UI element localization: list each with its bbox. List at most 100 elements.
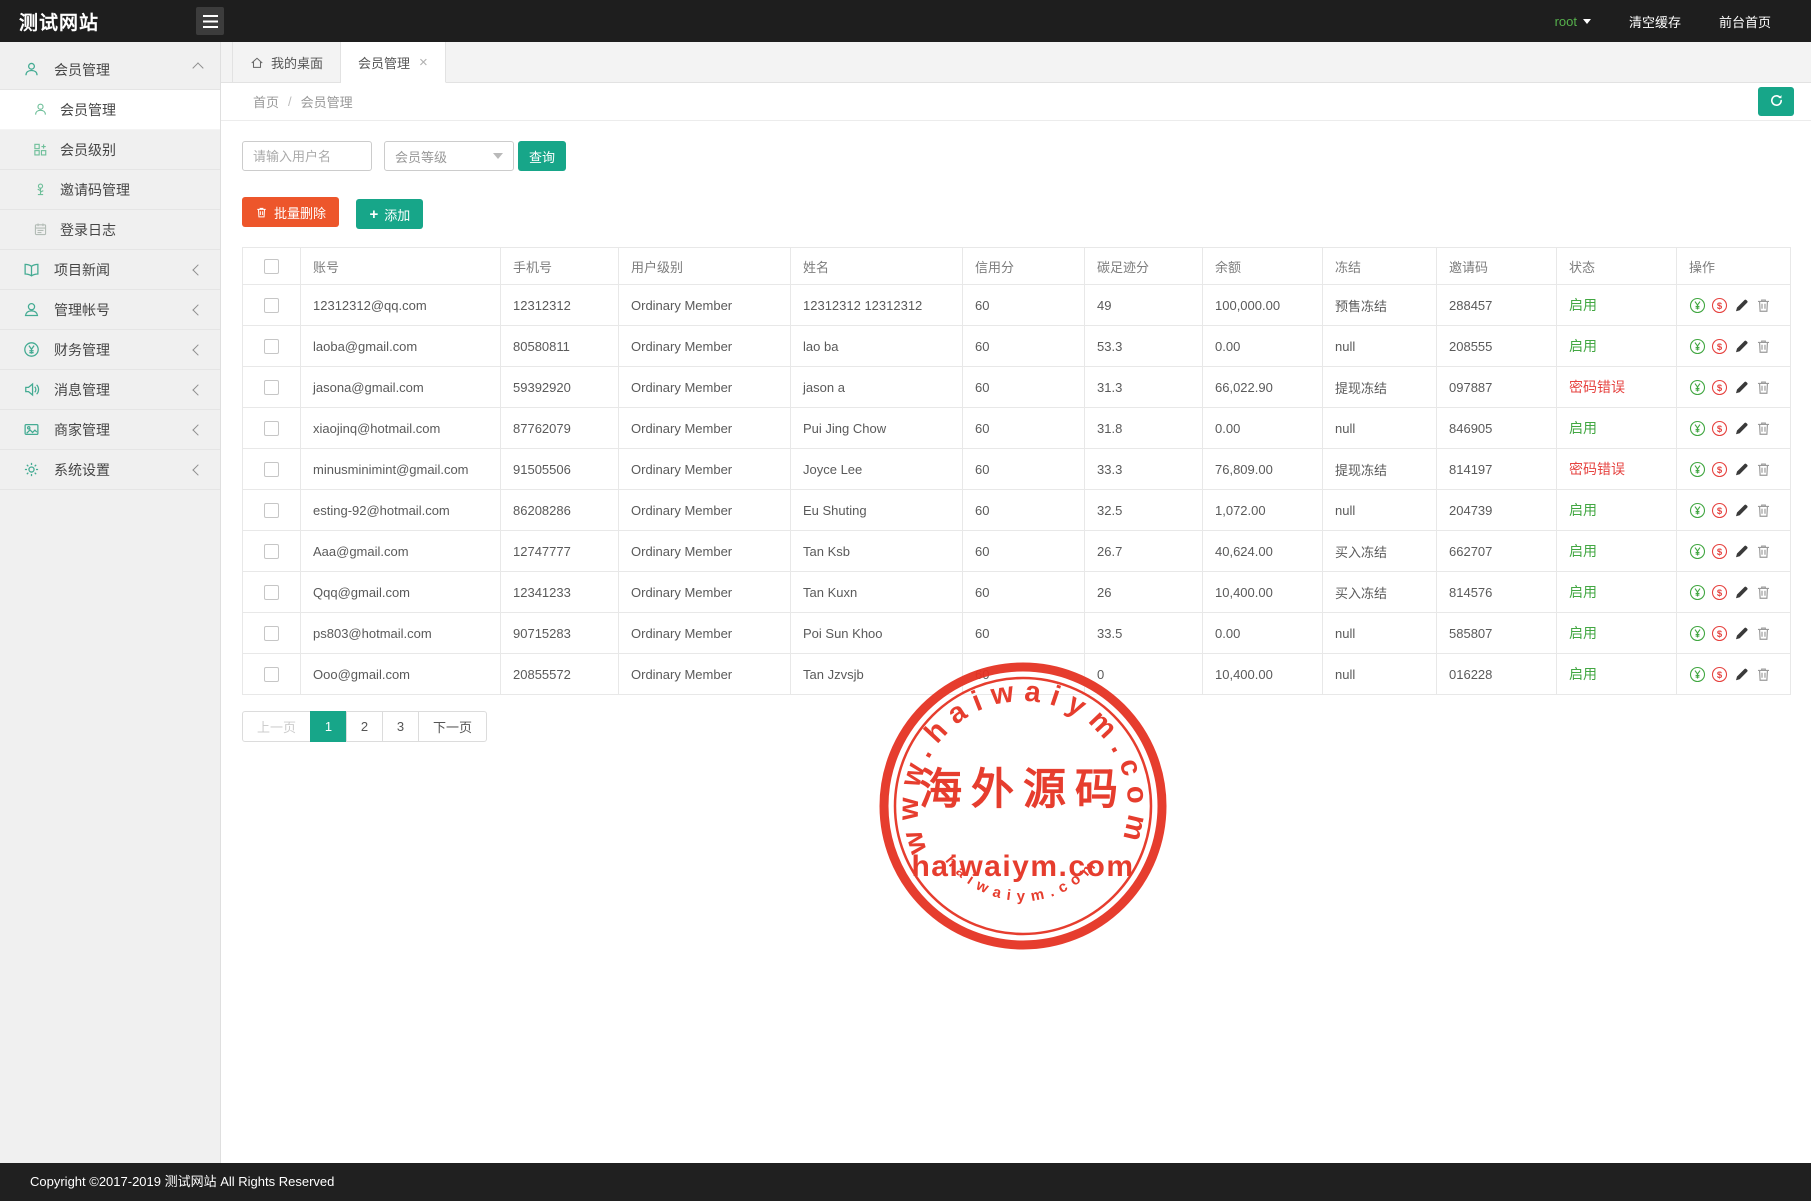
- username-label: root: [1554, 13, 1577, 29]
- trash-icon[interactable]: [1755, 543, 1772, 560]
- edit-pencil-icon[interactable]: [1733, 584, 1750, 601]
- breadcrumb-home[interactable]: 首页: [253, 95, 280, 110]
- cell-status: 启用: [1556, 612, 1677, 654]
- dollar-circle-icon[interactable]: $: [1711, 666, 1728, 683]
- dollar-circle-icon[interactable]: $: [1711, 461, 1728, 478]
- pagination-page-3[interactable]: 3: [382, 711, 420, 742]
- edit-pencil-icon[interactable]: [1733, 420, 1750, 437]
- yen-circle-icon[interactable]: [1689, 666, 1706, 683]
- sidebar-item-项目新闻[interactable]: 项目新闻: [0, 250, 220, 290]
- dollar-circle-icon[interactable]: $: [1711, 379, 1728, 396]
- sidebar-item-消息管理[interactable]: 消息管理: [0, 370, 220, 410]
- pagination-prev[interactable]: 上一页: [242, 711, 312, 742]
- edit-pencil-icon[interactable]: [1733, 502, 1750, 519]
- sidebar-subitem-邀请码管理[interactable]: 邀请码管理: [0, 170, 220, 210]
- sidebar-toggle-button[interactable]: [196, 7, 224, 35]
- yen-circle-icon[interactable]: [1689, 625, 1706, 642]
- dollar-circle-icon[interactable]: $: [1711, 625, 1728, 642]
- sidebar-item-商家管理[interactable]: 商家管理: [0, 410, 220, 450]
- sidebar-subitem-会员级别[interactable]: 会员级别: [0, 130, 220, 170]
- refresh-button[interactable]: [1758, 87, 1794, 116]
- yen-circle-icon[interactable]: [1689, 584, 1706, 601]
- trash-icon[interactable]: [1755, 584, 1772, 601]
- trash-icon[interactable]: [1755, 625, 1772, 642]
- copyright-text: Copyright ©2017-2019 测试网站 All Rights Res…: [30, 1174, 335, 1189]
- edit-pencil-icon[interactable]: [1733, 297, 1750, 314]
- row-checkbox[interactable]: [264, 339, 279, 355]
- dollar-circle-icon[interactable]: $: [1711, 502, 1728, 519]
- dollar-circle-icon[interactable]: $: [1711, 543, 1728, 560]
- trash-icon[interactable]: [1755, 297, 1772, 314]
- pagination-page-1[interactable]: 1: [310, 711, 348, 742]
- cell-name: Pui Jing Chow: [790, 407, 963, 449]
- trash-icon[interactable]: [1755, 666, 1772, 683]
- cell-name: Joyce Lee: [790, 448, 963, 490]
- yen-circle-icon[interactable]: [1689, 420, 1706, 437]
- dollar-circle-icon[interactable]: $: [1711, 338, 1728, 355]
- table-row: ps803@hotmail.com 90715283 Ordinary Member…: [242, 612, 1791, 654]
- cell-credit: 60: [962, 366, 1085, 408]
- row-checkbox[interactable]: [264, 667, 279, 683]
- clear-cache-link[interactable]: 清空缓存: [1628, 14, 1681, 30]
- tab-我的桌面[interactable]: 我的桌面: [232, 42, 342, 83]
- row-checkbox[interactable]: [264, 421, 279, 437]
- trash-icon[interactable]: [1755, 379, 1772, 396]
- yen-circle-icon[interactable]: [1689, 543, 1706, 560]
- add-button[interactable]: + 添加: [356, 199, 424, 229]
- batch-delete-button[interactable]: 批量删除: [242, 197, 340, 227]
- caret-down-icon: [1582, 18, 1591, 24]
- user-dropdown[interactable]: root: [1555, 14, 1591, 29]
- dollar-circle-icon[interactable]: $: [1711, 584, 1728, 601]
- trash-icon[interactable]: [1755, 502, 1772, 519]
- query-button[interactable]: 查询: [518, 141, 567, 171]
- cell-phone: 12341233: [500, 571, 619, 613]
- cell-balance: 66,022.90: [1202, 366, 1323, 408]
- sidebar-subitem-会员管理[interactable]: 会员管理: [0, 90, 220, 130]
- column-header-账号: 账号: [300, 247, 501, 285]
- tab-会员管理[interactable]: 会员管理 ×: [341, 42, 446, 83]
- member-level-select[interactable]: 会员等级: [384, 141, 514, 171]
- yen-circle-icon[interactable]: [1689, 502, 1706, 519]
- trash-icon[interactable]: [1755, 420, 1772, 437]
- yen-circle-icon[interactable]: [1689, 461, 1706, 478]
- select-all-checkbox[interactable]: [264, 259, 279, 275]
- yen-circle-icon[interactable]: [1689, 338, 1706, 355]
- sidebar-item-财务管理[interactable]: 财务管理: [0, 330, 220, 370]
- dollar-circle-icon[interactable]: $: [1711, 297, 1728, 314]
- sidebar-subitem-登录日志[interactable]: 登录日志: [0, 210, 220, 250]
- row-checkbox[interactable]: [264, 503, 279, 519]
- row-checkbox[interactable]: [264, 298, 279, 314]
- cell-invite_code: 814576: [1436, 571, 1557, 613]
- edit-pencil-icon[interactable]: [1733, 543, 1750, 560]
- username-search-input[interactable]: [242, 141, 372, 171]
- front-site-link[interactable]: 前台首页: [1718, 14, 1771, 30]
- cell-phone: 80580811: [500, 325, 619, 367]
- sidebar-item-系统设置[interactable]: 系统设置: [0, 450, 220, 490]
- cell-invite_code: 097887: [1436, 366, 1557, 408]
- pagination-page-2[interactable]: 2: [346, 711, 384, 742]
- edit-pencil-icon[interactable]: [1733, 461, 1750, 478]
- table-row: 12312312@qq.com 12312312 Ordinary Member 12…: [242, 284, 1791, 326]
- row-checkbox[interactable]: [264, 380, 279, 396]
- dollar-circle-icon[interactable]: $: [1711, 420, 1728, 437]
- close-tab-icon[interactable]: ×: [419, 53, 428, 71]
- edit-pencil-icon[interactable]: [1733, 625, 1750, 642]
- yen-circle-icon[interactable]: [1689, 297, 1706, 314]
- row-checkbox[interactable]: [264, 462, 279, 478]
- edit-pencil-icon[interactable]: [1733, 666, 1750, 683]
- row-checkbox[interactable]: [264, 626, 279, 642]
- trash-icon[interactable]: [1755, 338, 1772, 355]
- cell-name: Poi Sun Khoo: [790, 612, 963, 654]
- sidebar-item-会员管理[interactable]: 会员管理: [0, 50, 220, 90]
- cell-carbon: 33.3: [1084, 448, 1203, 490]
- row-checkbox[interactable]: [264, 585, 279, 601]
- yen-circle-icon[interactable]: [1689, 379, 1706, 396]
- trash-icon[interactable]: [1755, 461, 1772, 478]
- cell-invite_code: 208555: [1436, 325, 1557, 367]
- yen-icon: [23, 341, 40, 358]
- sidebar-item-管理帐号[interactable]: 管理帐号: [0, 290, 220, 330]
- row-checkbox[interactable]: [264, 544, 279, 560]
- edit-pencil-icon[interactable]: [1733, 338, 1750, 355]
- pagination-next[interactable]: 下一页: [418, 711, 488, 742]
- edit-pencil-icon[interactable]: [1733, 379, 1750, 396]
